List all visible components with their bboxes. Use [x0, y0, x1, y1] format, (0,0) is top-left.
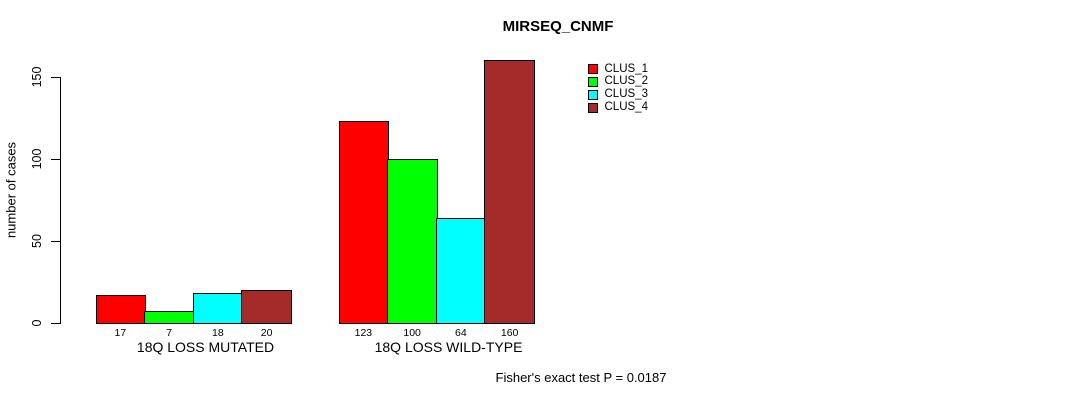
bar-clus_1-group2	[339, 120, 389, 324]
y-tick-mark	[50, 76, 60, 78]
bar-clus_1-group1	[96, 294, 146, 324]
bar-clus_4-group1	[241, 289, 292, 324]
group-label-1: 18Q LOSS MUTATED	[136, 339, 275, 355]
bar-clus_3-group1	[193, 292, 243, 324]
fisher-test-annotation: Fisher's exact test P = 0.0187	[495, 370, 667, 385]
legend-label-clus_3: CLUS_3	[604, 88, 648, 101]
legend-label-clus_4: CLUS_4	[604, 101, 648, 114]
bar-value-label: 7	[166, 327, 173, 339]
bar-value-label: 64	[455, 327, 467, 339]
legend-swatch-clus_3	[588, 89, 598, 100]
legend-swatch-clus_1	[588, 64, 598, 74]
bar-clus_4-group2	[484, 60, 535, 324]
legend-swatch-clus_2	[588, 76, 598, 87]
legend-label-clus_1: CLUS_1	[604, 62, 648, 75]
bar-value-label: 160	[500, 327, 519, 339]
bar-value-label: 20	[260, 327, 273, 339]
bar-clus_2-group1	[144, 311, 195, 324]
y-tick-mark	[50, 158, 60, 160]
bar-value-label: 123	[354, 327, 373, 339]
bar-clus_3-group2	[436, 217, 486, 324]
bar-clus_2-group2	[387, 158, 438, 324]
bar-value-label: 17	[114, 327, 127, 339]
y-axis-line	[59, 76, 61, 324]
bar-value-label: 18	[212, 327, 224, 339]
y-tick-mark	[50, 240, 60, 242]
legend-swatch-clus_4	[588, 102, 598, 113]
legend-label-clus_2: CLUS_2	[604, 75, 648, 88]
y-tick-mark	[50, 322, 60, 324]
chart-title: MIRSEQ_CNMF	[502, 18, 614, 35]
bar-value-label: 100	[403, 327, 421, 339]
group-label-2: 18Q LOSS WILD-TYPE	[374, 339, 523, 355]
